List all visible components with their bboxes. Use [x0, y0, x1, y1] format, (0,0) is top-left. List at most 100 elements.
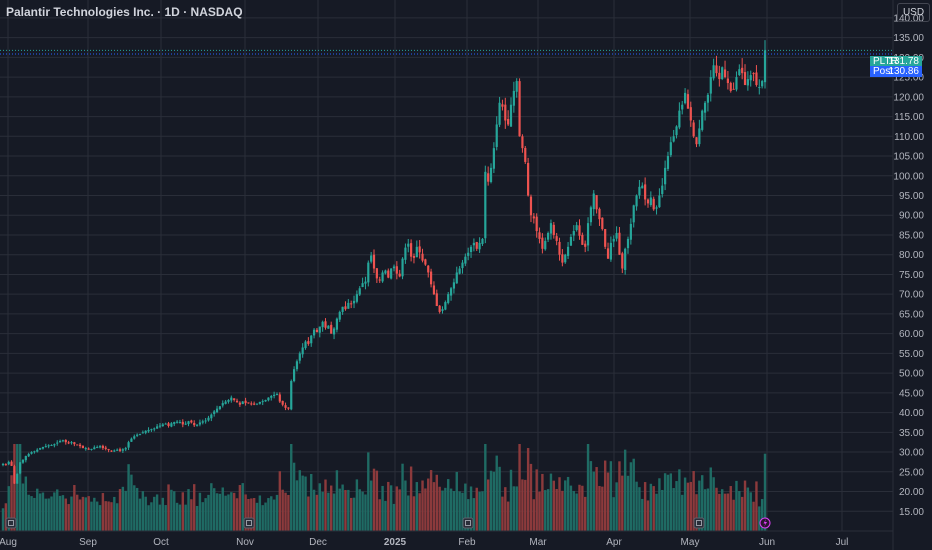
volume-bar: [738, 490, 741, 531]
post-price-tag: Post 130.86: [870, 66, 922, 77]
candle-body: [404, 247, 407, 260]
volume-bar: [358, 489, 361, 531]
candle-body: [547, 233, 550, 240]
volume-bar: [93, 497, 96, 531]
lightning-glyph: [763, 519, 767, 527]
y-tick-label: 110.00: [894, 132, 924, 143]
y-tick-label: 140.00: [893, 13, 924, 24]
candle-body: [569, 236, 573, 246]
candle-body: [752, 73, 755, 75]
volume-bar: [212, 488, 216, 531]
candle-body: [644, 184, 647, 200]
volume-bar: [492, 471, 496, 531]
earnings-marker-icon[interactable]: [693, 517, 705, 529]
volume-bar: [193, 484, 196, 531]
volume-bar: [275, 494, 279, 531]
candle-body: [626, 238, 630, 249]
volume-bar: [175, 502, 179, 531]
candle-body: [512, 90, 515, 106]
candle-body: [255, 403, 259, 405]
volume-bar: [578, 484, 581, 531]
earnings-marker-icon[interactable]: [462, 517, 474, 529]
volume-bar: [672, 488, 675, 531]
volume-bar: [566, 476, 570, 531]
candle-body: [738, 69, 741, 75]
candle-body: [107, 449, 110, 451]
volume-bar: [352, 497, 356, 531]
volume-bar: [27, 494, 30, 531]
volume-bar: [549, 473, 553, 531]
earnings-marker-icon[interactable]: [5, 517, 17, 529]
candle-body: [50, 444, 53, 446]
volume-bar: [198, 492, 202, 531]
candle-body: [367, 262, 370, 283]
volume-bar: [181, 492, 184, 531]
candle-body: [98, 446, 102, 448]
time-axis[interactable]: Aug Sep Oct Nov Dec 2025 Feb Mar Apr May Jun Jul: [0, 530, 893, 548]
candle-body: [104, 447, 107, 449]
candle-body: [24, 456, 27, 461]
candle-body: [732, 88, 735, 90]
volume-bar: [227, 494, 230, 531]
volume-bar: [718, 493, 721, 531]
volume-bar: [395, 486, 399, 531]
volume-bar: [4, 503, 8, 531]
volume-bar: [1, 508, 5, 531]
volume-bar: [133, 485, 136, 531]
candle-body: [529, 196, 533, 216]
volume-bar: [675, 481, 678, 531]
candle-body: [227, 399, 230, 402]
volume-bar: [706, 488, 710, 531]
candle-body: [210, 414, 213, 419]
x-tick-label: Jun: [759, 537, 775, 548]
volume-bar: [310, 473, 313, 531]
volume-bar: [755, 481, 758, 531]
volume-bar: [435, 474, 438, 531]
volume-bar: [421, 480, 424, 531]
price-axis[interactable]: 15.00 20.00 25.00 30.00 35.00 40.00 45.00 50.00…: [892, 0, 924, 550]
candle-body: [275, 394, 279, 396]
candle-body: [193, 422, 196, 426]
volume-bar: [609, 461, 613, 531]
candle-body: [689, 107, 692, 121]
y-tick-label: 85.00: [899, 230, 924, 241]
volume-bar: [623, 449, 627, 531]
volume-bar: [195, 505, 199, 531]
candle-body: [507, 119, 510, 125]
volume-bar: [10, 475, 13, 531]
candle-body: [47, 445, 50, 447]
candle-body: [564, 254, 567, 263]
earnings-marker-icon[interactable]: [243, 517, 255, 529]
volume-bar: [732, 499, 735, 531]
volume-bar: [21, 483, 25, 531]
volume-bar: [258, 495, 262, 531]
volume-bar: [375, 470, 379, 531]
candle-body: [338, 311, 341, 320]
volume-bar: [221, 487, 224, 531]
volume-bar: [64, 498, 67, 531]
y-tick-label: 50.00: [899, 369, 924, 380]
candle-body: [324, 321, 327, 328]
volume-bar: [187, 489, 190, 531]
candle-body: [592, 193, 595, 210]
volume-bar: [452, 491, 456, 531]
candle-body: [298, 353, 301, 361]
y-tick-label: 70.00: [899, 290, 924, 301]
volume-bar: [250, 498, 253, 531]
candle-body: [327, 325, 330, 329]
candle-body: [703, 102, 707, 113]
currency-button[interactable]: USD: [897, 3, 930, 22]
candle-body: [304, 341, 307, 349]
candle-body: [632, 205, 635, 223]
volume-bar: [615, 482, 618, 531]
candle-body: [686, 94, 690, 109]
volume-bar: [461, 492, 464, 531]
volume-bar: [338, 488, 341, 531]
y-tick-label: 40.00: [899, 408, 924, 419]
candle-body: [121, 449, 124, 451]
candle-body: [158, 425, 162, 427]
volume-bar: [161, 497, 165, 531]
candle-body: [669, 142, 672, 156]
volume-bar: [666, 474, 670, 531]
